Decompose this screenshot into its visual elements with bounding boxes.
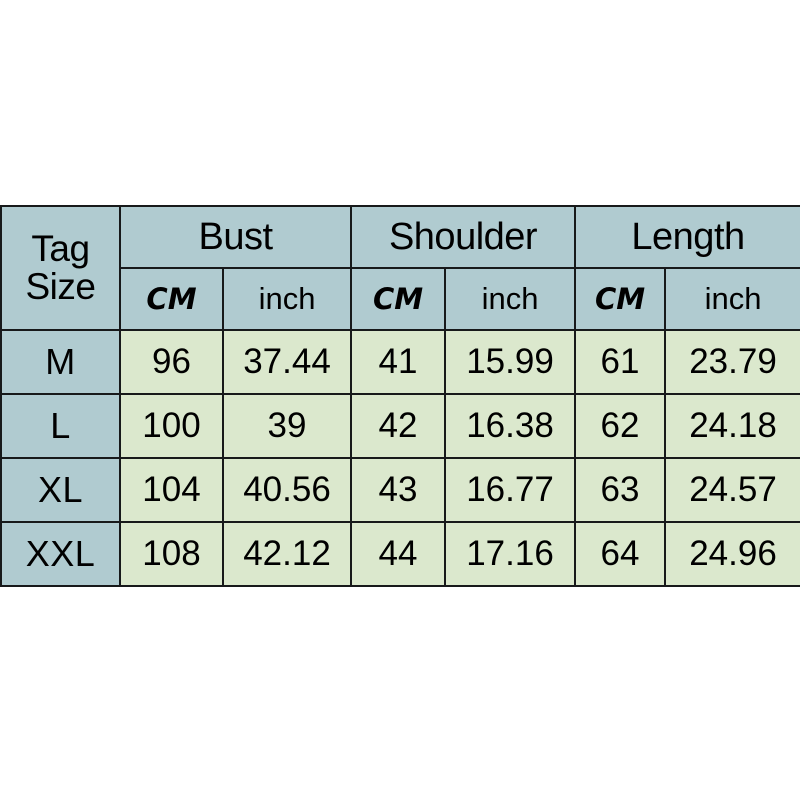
cell-bust-inch: 37.44 xyxy=(221,329,353,395)
cell-shoulder-cm: 42 xyxy=(350,393,447,459)
cell-bust-inch: 39 xyxy=(221,393,353,459)
header-unit-shoulder-cm: CM xyxy=(350,267,447,331)
header-unit-bust-cm: CM xyxy=(119,267,224,331)
cell-size: XXL xyxy=(0,521,121,587)
table-row: XL 104 40.56 43 16.77 63 24.57 xyxy=(0,457,800,523)
cell-bust-inch: 42.12 xyxy=(221,521,353,587)
table-body: M 96 37.44 41 15.99 61 23.79 L 100 39 42… xyxy=(0,329,800,587)
cell-size: XL xyxy=(0,457,121,523)
table-row: M 96 37.44 41 15.99 61 23.79 xyxy=(0,329,800,395)
header-unit-length-cm: CM xyxy=(574,267,667,331)
tag-size-line-1: Tag xyxy=(31,228,90,270)
cell-length-cm: 63 xyxy=(574,457,667,523)
header-tag-size: Tag Size xyxy=(0,205,121,331)
table-row: XXL 108 42.12 44 17.16 64 24.96 xyxy=(0,521,800,587)
cell-shoulder-inch: 15.99 xyxy=(444,329,577,395)
table-row: L 100 39 42 16.38 62 24.18 xyxy=(0,393,800,459)
header-group-shoulder: Shoulder xyxy=(350,205,577,269)
cell-shoulder-cm: 44 xyxy=(350,521,447,587)
cell-shoulder-inch: 16.38 xyxy=(444,393,577,459)
cell-size: M xyxy=(0,329,121,395)
cell-bust-cm: 108 xyxy=(119,521,224,587)
cell-length-inch: 23.79 xyxy=(664,329,800,395)
cell-size: L xyxy=(0,393,121,459)
cell-shoulder-cm: 41 xyxy=(350,329,447,395)
size-chart-table: Tag Size Bust Shoulder Length CM inch CM… xyxy=(0,205,800,587)
cell-shoulder-inch: 17.16 xyxy=(444,521,577,587)
size-chart-container: Tag Size Bust Shoulder Length CM inch CM… xyxy=(0,205,800,587)
header-row-groups: Tag Size Bust Shoulder Length xyxy=(0,205,800,331)
header-row-units: CM inch CM inch CM inch xyxy=(1,267,800,331)
cell-bust-inch: 40.56 xyxy=(221,457,353,523)
cell-length-cm: 61 xyxy=(574,329,667,395)
header-unit-shoulder-inch: inch xyxy=(444,267,577,331)
table-header: Tag Size Bust Shoulder Length CM inch CM… xyxy=(0,205,800,331)
cell-bust-cm: 100 xyxy=(119,393,224,459)
cell-length-cm: 64 xyxy=(574,521,667,587)
tag-size-line-2: Size xyxy=(25,266,96,307)
header-unit-length-inch: inch xyxy=(664,267,800,331)
header-unit-bust-inch: inch xyxy=(221,267,353,331)
header-group-length: Length xyxy=(574,205,800,269)
cell-shoulder-inch: 16.77 xyxy=(444,457,577,523)
cell-length-inch: 24.18 xyxy=(664,393,800,459)
cell-bust-cm: 104 xyxy=(119,457,224,523)
cell-length-cm: 62 xyxy=(574,393,667,459)
cell-shoulder-cm: 43 xyxy=(350,457,447,523)
cell-bust-cm: 96 xyxy=(119,329,224,395)
cell-length-inch: 24.57 xyxy=(664,457,800,523)
header-group-bust: Bust xyxy=(118,205,353,269)
cell-length-inch: 24.96 xyxy=(664,521,800,587)
